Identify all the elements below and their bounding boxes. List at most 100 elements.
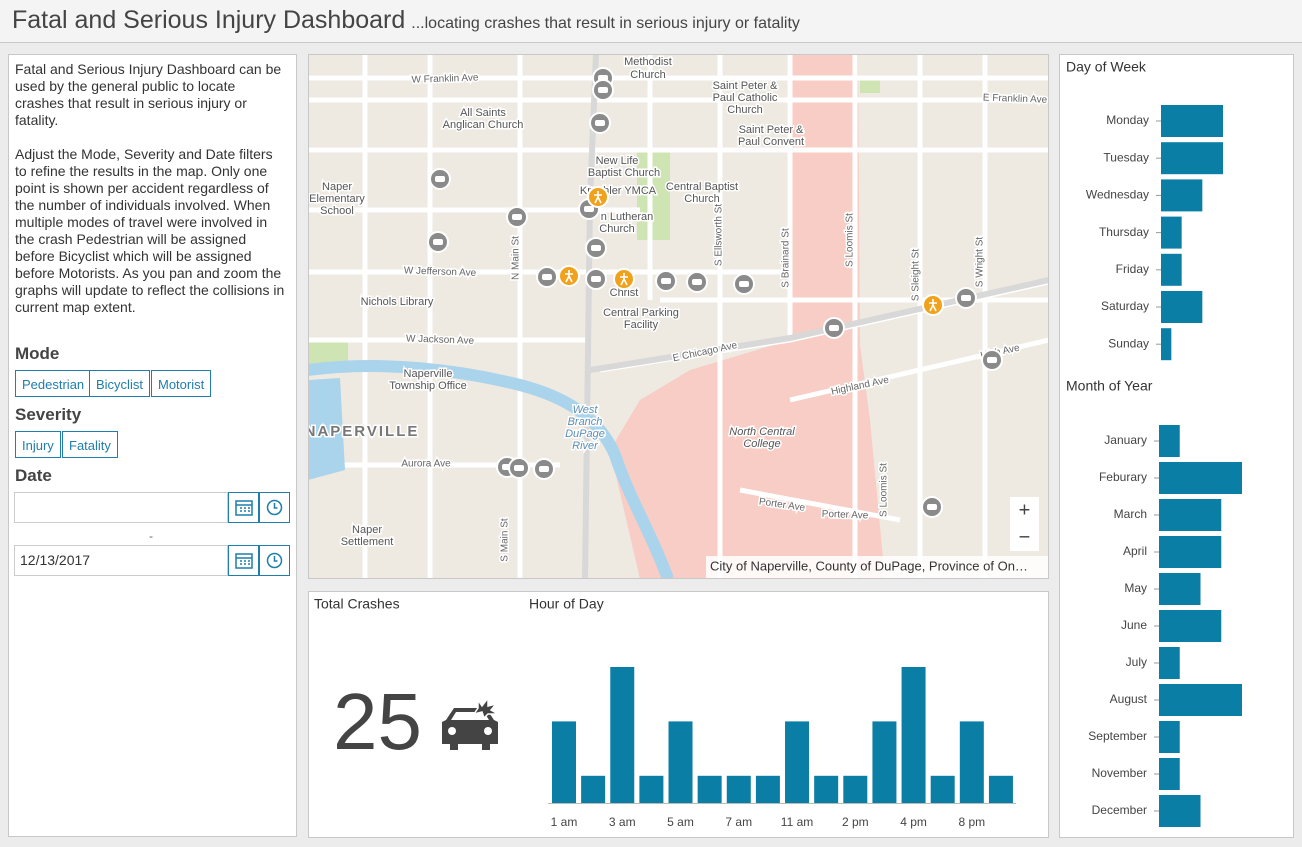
bar [1161, 253, 1182, 286]
bar [1159, 462, 1242, 494]
bar [1161, 216, 1182, 249]
calendar-button[interactable] [228, 545, 259, 576]
map-label: River [572, 440, 599, 452]
y-tick-label: Wednesday [1086, 188, 1149, 202]
map-label: Baptist Church [588, 167, 660, 179]
map-label: Nichols Library [361, 296, 434, 308]
x-tick-label: 1 am [551, 815, 578, 829]
marker-icon [987, 357, 997, 363]
map-label: Facility [624, 319, 659, 331]
calendar-icon [235, 553, 253, 569]
map-label: n Lutheran [601, 211, 654, 223]
y-tick-label: June [1121, 618, 1147, 632]
map-label: W Jackson Ave [406, 333, 475, 346]
y-tick-label: Monday [1106, 113, 1149, 127]
map-label: Church [630, 69, 665, 81]
x-tick-label: 8 pm [958, 815, 985, 829]
map-label: Township Office [389, 380, 466, 392]
calendar-button[interactable] [228, 492, 259, 523]
map-label: S Brainard St [781, 228, 792, 288]
start-date-input[interactable] [14, 492, 228, 523]
y-tick-label: Saturday [1101, 299, 1149, 313]
paragraph: Adjust the Mode, Severity and Date filte… [15, 146, 285, 315]
header: Fatal and Serious Injury Dashboard ...loc… [0, 0, 1302, 43]
map-label: E Franklin Ave [983, 93, 1048, 106]
x-tick-label: 4 pm [900, 815, 927, 829]
crash-marker [536, 266, 558, 288]
filter-button[interactable]: Injury [15, 431, 61, 458]
map-attribution: City of Naperville, County of DuPage, Pr… [710, 558, 1028, 573]
map-label: Settlement [341, 536, 394, 548]
filter-button[interactable]: Fatality [62, 431, 118, 458]
crash-marker [921, 496, 943, 518]
crash-marker [585, 237, 607, 259]
bar [959, 721, 984, 803]
bar [581, 775, 606, 803]
total-title: Total Crashes [314, 596, 400, 612]
map-park [309, 340, 348, 370]
bar [1161, 179, 1203, 212]
bar [610, 667, 635, 803]
bar [639, 775, 664, 803]
x-tick-label: 3 am [609, 815, 636, 829]
right-panel [1059, 54, 1294, 838]
bar [1161, 105, 1223, 137]
side-panel: Fatal and Serious Injury Dashboard can b… [8, 54, 297, 837]
bar [697, 775, 722, 803]
bar [1159, 573, 1201, 605]
time-button[interactable] [259, 492, 290, 523]
crash-markers [427, 67, 1003, 518]
bar [988, 775, 1013, 803]
marker-icon [661, 278, 671, 284]
map-label: S Sleight St [911, 249, 922, 301]
map-streets [309, 55, 1048, 578]
chart-title: Month of Year [1066, 378, 1153, 394]
crash-marker [592, 79, 614, 101]
marker-icon [929, 299, 937, 312]
map-label: S Loomis St [879, 463, 890, 517]
map-major-road [582, 55, 599, 578]
bar [843, 775, 868, 803]
bar [1159, 536, 1222, 568]
filter-button[interactable]: Bicyclist [89, 370, 150, 397]
map-label: Highland Ave [830, 375, 890, 398]
map-label: Naperville [404, 368, 453, 380]
marker-icon [598, 87, 608, 93]
marker-icon [565, 270, 573, 283]
attribution-bg [706, 556, 1048, 578]
map-label: W Franklin Ave [411, 72, 479, 85]
pedestrian-marker [613, 268, 635, 290]
bar [1159, 721, 1180, 753]
map-label: High Ave [979, 343, 1021, 362]
crash-marker [427, 231, 449, 253]
time-button[interactable] [259, 545, 290, 576]
map-label: Saint Peter & [713, 80, 778, 92]
zoom-in[interactable]: + [1019, 499, 1031, 521]
subtitle: ...locating crashes that result in serio… [411, 15, 800, 32]
marker-icon [591, 245, 601, 251]
title: Fatal and Serious Injury Dashboard [12, 6, 406, 34]
clock-icon [266, 552, 283, 569]
map-label: S Wright St [975, 237, 986, 288]
crash-marker [533, 458, 555, 480]
end-date-input[interactable]: 12/13/2017 [14, 545, 228, 576]
map-label: Aurora Ave [401, 459, 451, 470]
crash-icon [442, 695, 501, 750]
x-tick-label: 2 pm [842, 815, 869, 829]
crash-marker [733, 273, 755, 295]
y-tick-label: May [1124, 581, 1147, 595]
y-tick-label: Friday [1116, 262, 1149, 276]
zoom-out[interactable]: − [1019, 526, 1031, 548]
zoom-control [1010, 497, 1039, 551]
filter-button[interactable]: Pedestrian [15, 370, 92, 397]
y-tick-label: December [1092, 803, 1147, 817]
filter-heading: Mode [15, 344, 60, 363]
bar [1159, 499, 1222, 531]
map-label: Anglican Church [443, 119, 524, 131]
filter-button[interactable]: Motorist [151, 370, 212, 397]
map-water [309, 378, 345, 480]
marker-icon [435, 176, 445, 182]
marker-icon [927, 504, 937, 510]
